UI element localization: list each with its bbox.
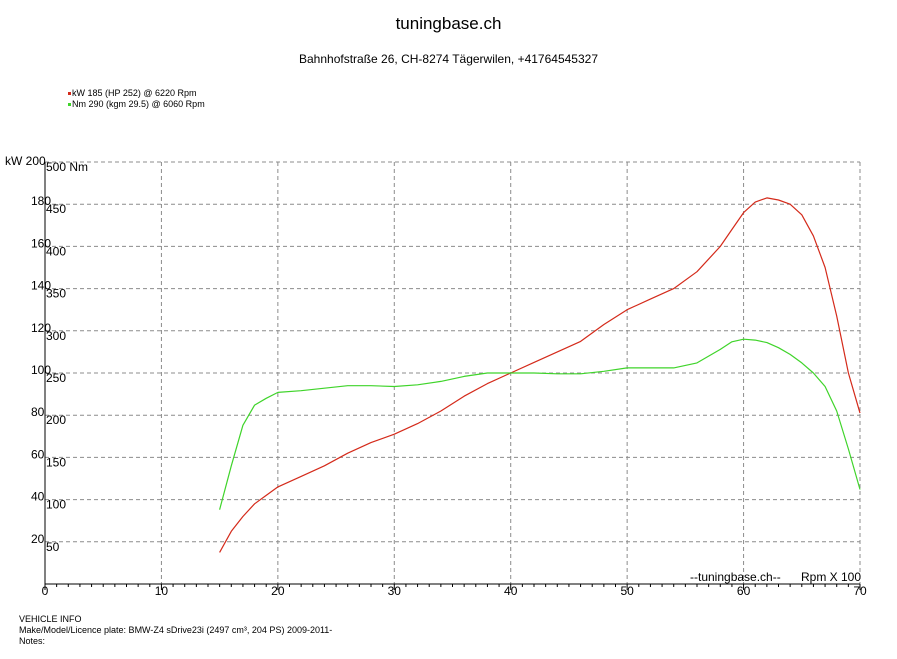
y-right-tick-label: 350: [46, 287, 66, 301]
y-right-tick-label: 500 Nm: [46, 160, 88, 174]
y-left-tick-label: 160: [31, 236, 51, 250]
legend-item-torque: Nm 290 (kgm 29.5) @ 6060 Rpm: [68, 99, 205, 110]
chart-title: tuningbase.ch: [395, 14, 502, 33]
vehicle-info: VEHICLE INFO Make/Model/Licence plate: B…: [19, 614, 332, 647]
y-left-tick-label: 100: [31, 363, 51, 377]
x-tick-label: 0: [42, 584, 49, 598]
x-tick-label: 60: [737, 584, 751, 598]
chart-watermark: --tuningbase.ch--: [690, 570, 781, 584]
y-left-tick-label: 140: [31, 279, 51, 293]
chart-subtitle: Bahnhofstraße 26, CH-8274 Tägerwilen, +4…: [299, 52, 598, 66]
vehicle-info-heading: VEHICLE INFO: [19, 614, 82, 624]
x-tick-label: 50: [620, 584, 634, 598]
y-right-tick-label: 400: [46, 244, 66, 258]
legend: kW 185 (HP 252) @ 6220 Rpm Nm 290 (kgm 2…: [68, 88, 205, 110]
x-tick-label: 40: [504, 584, 518, 598]
x-tick-label: 20: [271, 584, 285, 598]
y-right-tick-label: 300: [46, 329, 66, 343]
y-left-tick-label: 80: [31, 405, 45, 419]
x-tick-label: 70: [853, 584, 867, 598]
y-left-tick-label: 180: [31, 194, 51, 208]
tick-labels: 0 10 20 30 40 50 60 70 20 40 60 80 100 120 140 160 180 kW…: [5, 154, 867, 598]
y-left-tick-label: 40: [31, 490, 45, 504]
y-right-tick-label: 100: [46, 498, 66, 512]
legend-swatch-power: [68, 92, 71, 96]
y-right-tick-label: 150: [46, 455, 66, 469]
legend-item-power: kW 185 (HP 252) @ 6220 Rpm: [68, 88, 205, 99]
x-axis-label: Rpm X 100: [801, 570, 861, 584]
torque-curve: [219, 338, 861, 510]
vehicle-info-notes: Notes:: [19, 636, 46, 646]
y-right-tick-label: 200: [46, 413, 66, 427]
vehicle-info-make-model: Make/Model/Licence plate: BMW-Z4 sDrive2…: [19, 625, 333, 635]
x-tick-label: 30: [388, 584, 402, 598]
y-left-tick-label: kW 200: [5, 154, 46, 168]
legend-label-power: kW 185 (HP 252) @ 6220 Rpm: [72, 88, 197, 98]
series: [219, 197, 861, 553]
x-tick-label: 10: [155, 584, 169, 598]
y-left-tick-label: 60: [31, 447, 45, 461]
grid: [45, 161, 861, 584]
legend-label-torque: Nm 290 (kgm 29.5) @ 6060 Rpm: [72, 99, 205, 109]
power-curve: [219, 197, 861, 553]
axes: [44, 162, 861, 590]
y-right-tick-label: 50: [46, 540, 60, 554]
y-left-tick-label: 20: [31, 532, 45, 546]
y-right-tick-label: 450: [46, 202, 66, 216]
y-right-tick-label: 250: [46, 371, 66, 385]
legend-swatch-torque: [68, 103, 71, 107]
y-left-tick-label: 120: [31, 321, 51, 335]
